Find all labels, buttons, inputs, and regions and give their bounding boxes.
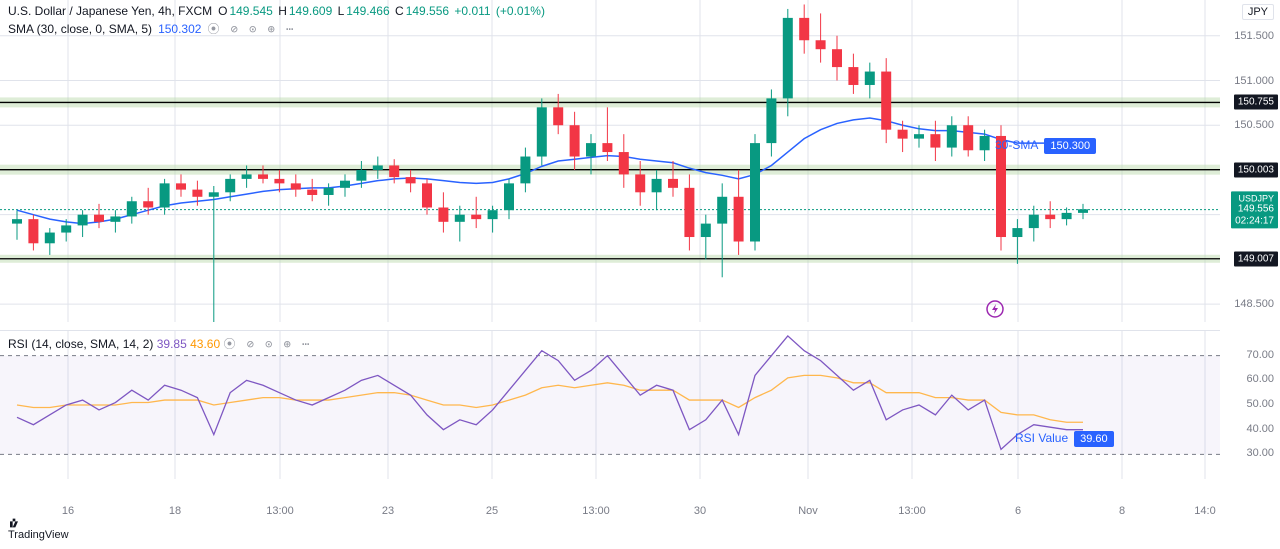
- rsi-annotation: RSI Value39.60: [1015, 431, 1114, 445]
- price-tick: 148.500: [1234, 298, 1274, 310]
- time-tick: 14:0: [1194, 505, 1215, 517]
- time-tick: 8: [1119, 505, 1125, 517]
- rsi-tick: 50.00: [1246, 398, 1274, 410]
- price-chart-svg: [0, 0, 1220, 322]
- sma-indicator-value: 150.302: [158, 22, 201, 36]
- time-tick: 23: [382, 505, 394, 517]
- time-tick: 16: [62, 505, 74, 517]
- price-tick: 151.500: [1234, 30, 1274, 42]
- live-price-label: USDJPY149.55602:24:17: [1231, 191, 1278, 228]
- rsi-tick: 40.00: [1246, 423, 1274, 435]
- rsi-value: 39.85: [157, 337, 187, 351]
- instrument-title[interactable]: U.S. Dollar / Japanese Yen, 4h, FXCM: [8, 4, 212, 18]
- time-axis[interactable]: 16 18 13:00 23 25 13:00 30 Nov 13:00 6 8 14:0: [0, 501, 1220, 521]
- rsi-tick: 30.00: [1246, 447, 1274, 459]
- indicator-controls[interactable]: ⦿ ⊘ ⊙ ⊕ ⋯: [207, 20, 295, 37]
- chart-area[interactable]: 30-SMA150.300 RSI (14, close, SMA, 14, 2…: [0, 0, 1220, 493]
- time-tick: 30: [694, 505, 706, 517]
- price-level-label: 150.003: [1234, 162, 1278, 177]
- sma-indicator-label[interactable]: SMA (30, close, 0, SMA, 5): [8, 22, 152, 36]
- rsi-chart-svg: [0, 331, 1220, 479]
- time-tick: Nov: [798, 505, 818, 517]
- price-level-label: 149.007: [1234, 251, 1278, 266]
- rsi-legend: RSI (14, close, SMA, 14, 2) 39.85 43.60 …: [8, 335, 311, 352]
- price-level-label: 150.755: [1234, 95, 1278, 110]
- time-tick: 18: [169, 505, 181, 517]
- rsi-panel[interactable]: RSI (14, close, SMA, 14, 2) 39.85 43.60 …: [0, 330, 1220, 478]
- chart-legend: U.S. Dollar / Japanese Yen, 4h, FXCM O14…: [8, 4, 547, 39]
- time-tick: 6: [1015, 505, 1021, 517]
- price-panel[interactable]: 30-SMA150.300: [0, 0, 1220, 322]
- rsi-indicator-label[interactable]: RSI (14, close, SMA, 14, 2): [8, 337, 153, 351]
- price-tick: 150.500: [1234, 119, 1274, 131]
- rsi-tick: 70.00: [1246, 349, 1274, 361]
- sma-annotation: 30-SMA150.300: [995, 138, 1096, 152]
- price-axis[interactable]: JPY 151.500 151.000 150.500 148.500 150.755 1…: [1220, 0, 1280, 549]
- time-tick: 13:00: [266, 505, 294, 517]
- time-tick: 13:00: [582, 505, 610, 517]
- rsi-tick: 60.00: [1246, 373, 1274, 385]
- rsi-ma-value: 43.60: [190, 337, 220, 351]
- rsi-controls[interactable]: ⦿ ⊘ ⊙ ⊕ ⋯: [223, 337, 311, 351]
- time-tick: 13:00: [898, 505, 926, 517]
- chart-root: U.S. Dollar / Japanese Yen, 4h, FXCM O14…: [0, 0, 1280, 549]
- forecast-icon[interactable]: [986, 300, 1004, 318]
- time-tick: 25: [486, 505, 498, 517]
- ohlc-values: O149.545 H149.609 L149.466 C149.556 +0.0…: [218, 4, 547, 18]
- price-tick: 151.000: [1234, 75, 1274, 87]
- tradingview-watermark[interactable]: TradingView: [8, 517, 69, 541]
- currency-label[interactable]: JPY: [1242, 4, 1274, 20]
